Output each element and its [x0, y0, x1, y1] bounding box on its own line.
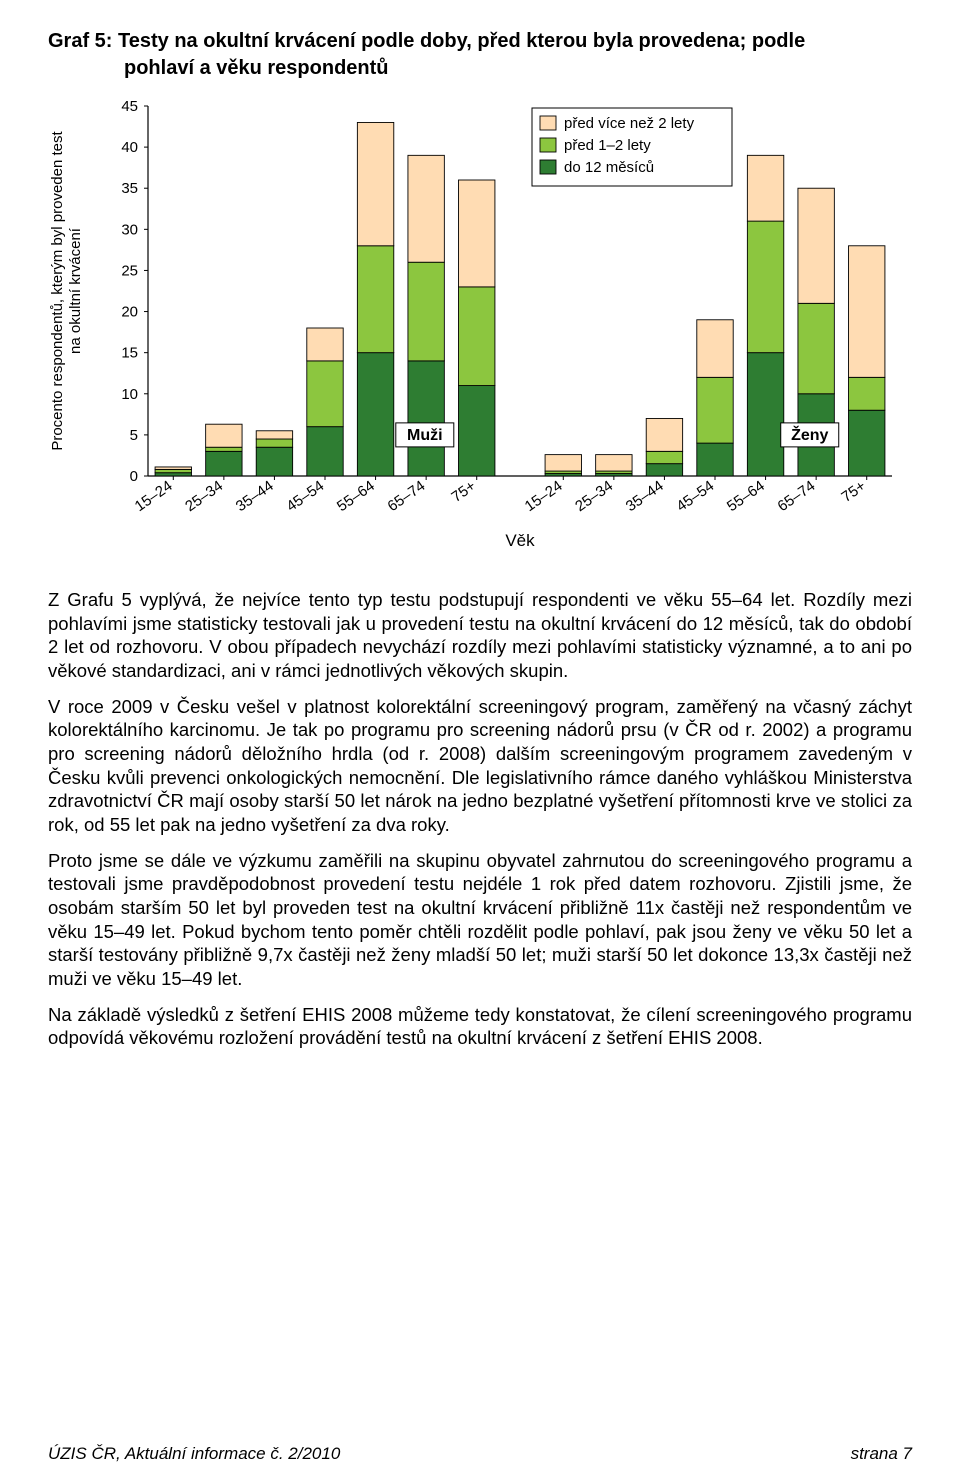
svg-text:35–44: 35–44 [623, 477, 667, 515]
svg-text:15–24: 15–24 [132, 477, 176, 515]
svg-text:55–64: 55–64 [334, 477, 378, 515]
footer-right: strana 7 [851, 1444, 912, 1464]
svg-text:45–54: 45–54 [673, 477, 717, 515]
svg-text:35–44: 35–44 [233, 477, 277, 515]
svg-text:25: 25 [121, 262, 138, 279]
paragraph-1: Z Grafu 5 vyplývá, že nejvíce tento typ … [48, 588, 912, 683]
svg-text:20: 20 [121, 304, 138, 321]
svg-text:30: 30 [121, 221, 138, 238]
svg-text:25–34: 25–34 [572, 477, 616, 515]
paragraph-3: Proto jsme se dále ve výzkumu zaměřili n… [48, 849, 912, 991]
svg-text:5: 5 [130, 427, 138, 444]
svg-text:25–34: 25–34 [182, 477, 226, 515]
svg-text:35: 35 [121, 180, 138, 197]
svg-text:75+: 75+ [448, 477, 479, 506]
title-line-1: Graf 5: Testy na okultní krvácení podle … [48, 30, 805, 52]
svg-text:65–74: 65–74 [385, 477, 429, 515]
footer-left: ÚZIS ČR, Aktuální informace č. 2/2010 [48, 1444, 340, 1464]
svg-text:před více než 2 lety: před více než 2 lety [564, 115, 695, 132]
svg-text:před 1–2 lety: před 1–2 lety [564, 137, 651, 154]
chart-title: Graf 5: Testy na okultní krvácení podle … [48, 28, 912, 82]
svg-text:Muži: Muži [407, 427, 443, 444]
svg-text:Ženy: Ženy [791, 425, 828, 444]
paragraph-4: Na základě výsledků z šetření EHIS 2008 … [48, 1003, 912, 1050]
svg-text:Věk: Věk [505, 531, 535, 550]
svg-text:15: 15 [121, 345, 138, 362]
svg-text:45–54: 45–54 [283, 477, 327, 515]
stacked-bar-chart: 0 5 10 15 20 25 30 35 40 45 Procento respondentů, … [48, 92, 912, 572]
title-line-2: pohlaví a věku respondentů [48, 55, 912, 82]
svg-text:Procento respondentů, kterým b: Procento respondentů, kterým byl provede… [49, 130, 84, 450]
svg-text:45: 45 [121, 98, 138, 115]
svg-text:40: 40 [121, 139, 138, 156]
svg-text:55–64: 55–64 [724, 477, 768, 515]
paragraph-2: V roce 2009 v Česku vešel v platnost kol… [48, 695, 912, 837]
page-footer: ÚZIS ČR, Aktuální informace č. 2/2010 st… [48, 1444, 912, 1464]
chart-container: 0 5 10 15 20 25 30 35 40 45 Procento respondentů, … [48, 92, 912, 572]
svg-text:10: 10 [121, 386, 138, 403]
svg-text:75+: 75+ [838, 477, 869, 506]
svg-text:65–74: 65–74 [775, 477, 819, 515]
svg-text:0: 0 [130, 468, 138, 485]
page: Graf 5: Testy na okultní krvácení podle … [0, 0, 960, 1482]
svg-text:do 12 měsíců: do 12 měsíců [564, 159, 654, 176]
svg-text:15–24: 15–24 [522, 477, 566, 515]
